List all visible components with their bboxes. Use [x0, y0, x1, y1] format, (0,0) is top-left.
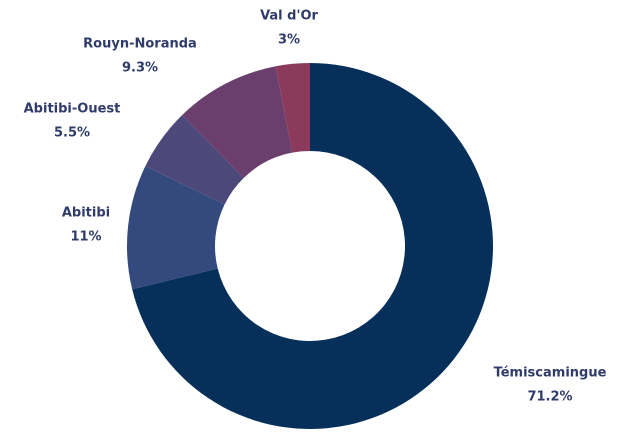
slice-label: Témiscamingue	[494, 366, 607, 381]
donut-slice	[145, 114, 244, 205]
slice-value-label: 9.3%	[122, 61, 158, 76]
slice-value-label: 71.2%	[527, 390, 572, 405]
slice-label: Abitibi	[62, 206, 110, 221]
slice-label: Rouyn-Noranda	[83, 37, 197, 52]
donut-slice	[132, 63, 493, 429]
donut-slice	[275, 63, 310, 153]
slice-value-label: 5.5%	[54, 126, 90, 141]
donut-slice	[182, 66, 293, 178]
slice-value-label: 3%	[278, 33, 300, 48]
donut-slice	[126, 166, 225, 290]
slice-value-label: 11%	[70, 230, 101, 245]
slice-label: Abitibi-Ouest	[24, 102, 121, 117]
slice-label: Val d'Or	[260, 9, 318, 24]
